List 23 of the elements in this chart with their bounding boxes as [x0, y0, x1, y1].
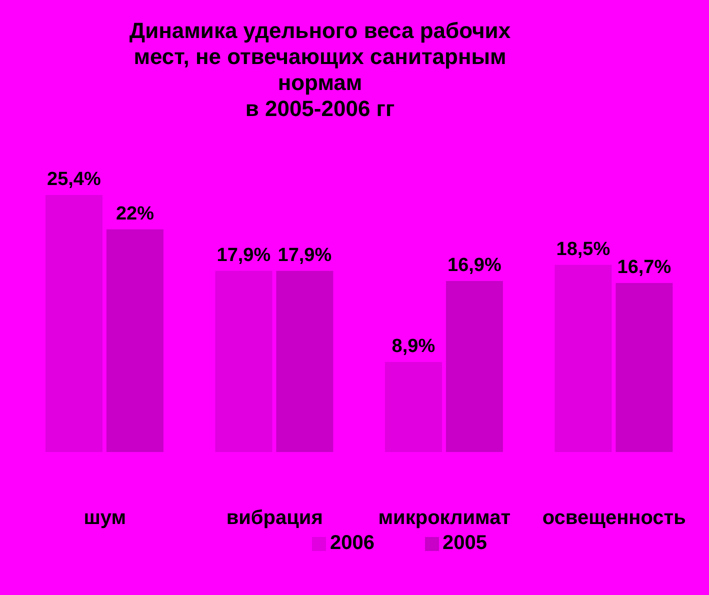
data-label: 16,9% — [448, 255, 502, 276]
data-label: 17,9% — [216, 244, 271, 266]
bar — [616, 283, 673, 452]
bar — [215, 270, 272, 452]
data-label: 8,9% — [392, 336, 436, 357]
data-label: 16,7% — [617, 257, 672, 278]
bar — [384, 362, 442, 452]
x-tick-label: вибрация — [226, 507, 323, 530]
bar — [45, 195, 102, 452]
legend-label: 2005 — [442, 532, 487, 555]
bar — [276, 270, 334, 452]
x-tick-label: освещенность — [542, 507, 686, 530]
legend-label: 2006 — [329, 532, 374, 555]
data-label: 22% — [116, 203, 154, 224]
x-tick-label: шум — [84, 507, 126, 530]
bar — [446, 281, 503, 452]
data-label: 18,5% — [556, 238, 610, 260]
bar — [554, 264, 612, 452]
data-label: 17,9% — [278, 244, 332, 266]
chart-title: Динамика удельного веса рабочих мест, не отвечающих санитарным нормам в 2005-2006 гг — [128, 18, 512, 122]
bar — [106, 229, 164, 452]
x-tick-label: микроклимат — [378, 507, 511, 530]
data-label: 25,4% — [47, 169, 102, 190]
